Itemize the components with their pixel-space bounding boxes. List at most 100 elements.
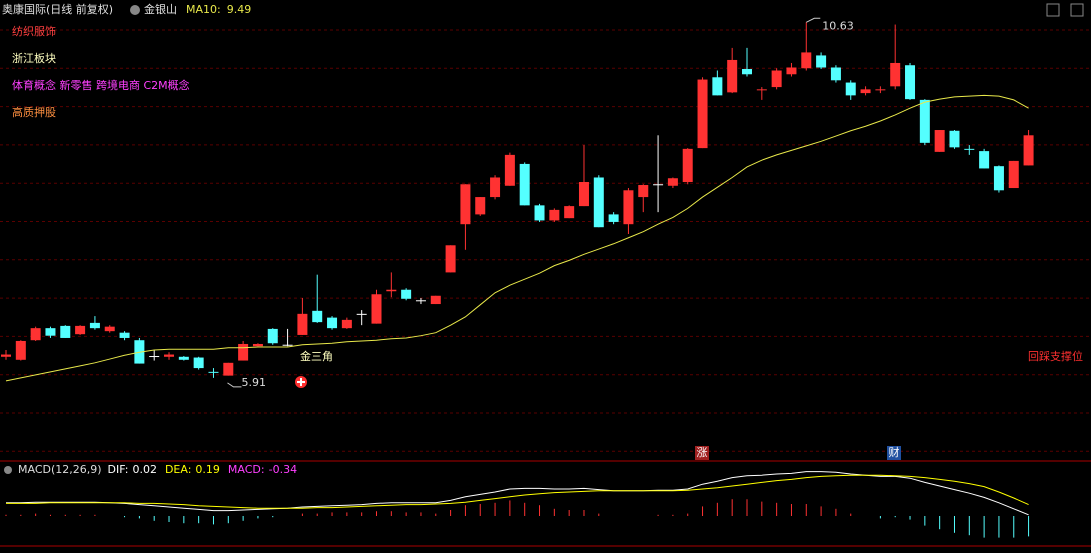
candle-body (89, 322, 100, 329)
candle-body (490, 177, 501, 198)
concept-tag: 浙江板块 (12, 51, 56, 65)
candle-body (653, 184, 664, 186)
candle-body (149, 356, 160, 358)
candle-body (60, 325, 71, 338)
candle-body (816, 55, 827, 68)
macd-legend-value: 0.02 (132, 463, 157, 476)
candle-body (860, 89, 871, 94)
concept-tag: 纺织服饰 (12, 24, 56, 38)
candle-body (845, 82, 856, 96)
candle-body (638, 185, 649, 198)
candle-body (1008, 160, 1019, 189)
event-marker-box (887, 446, 901, 460)
candle-body (697, 79, 708, 149)
candle-body (267, 328, 278, 344)
candle-body (534, 205, 545, 221)
candle-body (504, 154, 515, 186)
candle-body (178, 356, 189, 360)
candle-body (623, 190, 634, 225)
candle-body (742, 68, 752, 75)
macd-line (6, 474, 1029, 509)
candle-body (15, 340, 26, 360)
candle-body (519, 163, 530, 206)
candle-body (193, 357, 204, 369)
candle-body (549, 209, 560, 221)
stock-subtitle: 金银山 (144, 2, 177, 16)
collapse-button[interactable] (1046, 3, 1060, 17)
candle-body (104, 326, 115, 332)
candle-body (905, 65, 916, 100)
candle-body (578, 182, 589, 207)
settings-button[interactable] (1070, 3, 1084, 17)
candle-body (460, 184, 471, 225)
candle-body (875, 89, 886, 91)
candle-body (682, 148, 693, 183)
candle-body (608, 214, 619, 222)
candle-body (75, 325, 86, 335)
candle-body (238, 343, 249, 361)
candle-body (667, 178, 678, 186)
macd-line (6, 471, 1029, 516)
candle-body (934, 130, 945, 152)
candle-body (727, 59, 738, 93)
candle-body (756, 89, 767, 91)
candle-body (401, 289, 412, 299)
macd-title: MACD(12,26,9) (18, 463, 102, 476)
candle-body (282, 344, 293, 346)
candle-body (208, 371, 219, 373)
min-pointer (227, 382, 242, 388)
ma-line (5, 94, 1029, 382)
candle-body (164, 354, 175, 357)
macd-legend-name: MACD: (228, 463, 265, 476)
candle-body (979, 151, 990, 169)
candle-body (801, 52, 812, 69)
candle-body (786, 67, 797, 75)
add-icon-cross (297, 378, 305, 386)
macd-dropdown-icon (4, 466, 12, 474)
macd-legend-value: 0.19 (195, 463, 220, 476)
macd-legend-value: -0.34 (269, 463, 297, 476)
event-marker: 财 (889, 445, 900, 459)
concept-tag: 高质押股 (12, 105, 56, 119)
candle-body (386, 289, 397, 292)
min-label: 5.91 (241, 376, 265, 389)
candle-body (371, 294, 382, 324)
macd-legend-name: DEA: (165, 463, 191, 476)
candle-body (830, 67, 841, 81)
candle-body (223, 362, 234, 376)
candle-body (341, 319, 352, 329)
candle-body (593, 177, 604, 228)
candle-body (712, 77, 723, 96)
candle-body (252, 343, 263, 347)
candle-body (564, 206, 575, 219)
candle-body (890, 62, 901, 87)
max-pointer (806, 17, 821, 23)
candle-body (45, 328, 56, 336)
annotation: 回踩支撑位 (1028, 349, 1083, 363)
candle-body (993, 166, 1004, 191)
candle-body (327, 317, 338, 329)
candle-body (771, 70, 782, 88)
max-label: 10.63 (822, 19, 854, 32)
concept-tag: 体育概念 新零售 跨境电商 C2M概念 (12, 78, 190, 92)
dropdown-icon[interactable] (130, 5, 140, 15)
ma-value: 9.49 (227, 3, 252, 16)
macd-legend-name: DIF: (108, 463, 129, 476)
candle-body (445, 245, 456, 273)
candle-body (949, 130, 960, 148)
candle-body (312, 310, 323, 323)
candle-body (356, 313, 367, 315)
event-marker: 涨 (697, 446, 708, 459)
candle-body (1023, 135, 1034, 166)
candle-body (964, 148, 975, 150)
candle-body (30, 328, 41, 341)
event-marker-box (695, 446, 709, 460)
candle-body (415, 300, 426, 302)
candle-body (919, 99, 930, 143)
candle-body (430, 295, 441, 305)
stock-title[interactable]: 奥康国际(日线 前复权) (2, 2, 113, 16)
candle-body (119, 332, 130, 338)
annotation: 金三角 (300, 349, 333, 363)
